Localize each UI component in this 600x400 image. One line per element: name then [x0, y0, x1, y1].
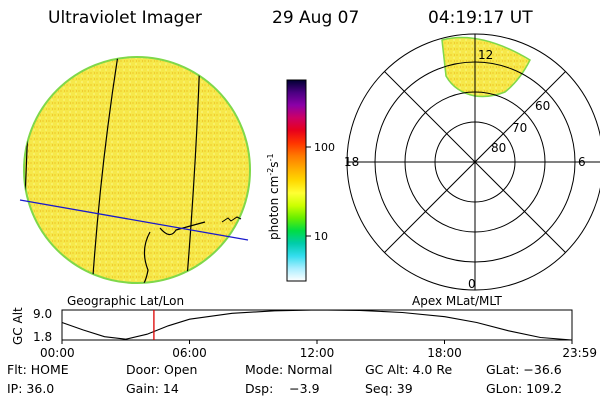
flight-status: Flt: HOME: [7, 362, 69, 377]
mode-status: Mode: Normal: [245, 362, 333, 377]
ytick-9: 9.0: [33, 307, 52, 321]
altitude-plot-frame: [61, 309, 573, 341]
colorbar-tick-label-10: 10: [314, 230, 328, 243]
mlt-label-0: 0: [468, 277, 476, 291]
colorbar: 100 10 photon cm-2s-1: [266, 79, 335, 282]
geo-longitude: GLon: 109.2: [486, 381, 562, 396]
mlt-label-18: 18: [344, 155, 359, 169]
polar-plot: 12 18 6 0 60 70 80: [344, 33, 600, 291]
mlat-label-80: 80: [491, 141, 506, 155]
instrument-title: Ultraviolet Imager: [48, 8, 202, 28]
dsp-value: Dsp: −3.9: [245, 381, 320, 396]
coastline-3: [221, 216, 242, 223]
geographic-image: [19, 56, 251, 284]
gc-altitude: GC Alt: 4.0 Re: [365, 362, 453, 377]
mlat-label-70: 70: [512, 121, 527, 135]
polar-diag-2: [384, 71, 566, 253]
time-label: 04:19:17 UT: [428, 8, 533, 28]
xtick-label: 18:00: [427, 346, 462, 360]
colorbar-rect: [286, 79, 307, 282]
colorbar-tick-label-100: 100: [314, 141, 335, 154]
mlat-label-60: 60: [535, 99, 550, 113]
geo-latitude: GLat: −36.6: [486, 362, 562, 377]
xtick-label: 00:00: [40, 346, 75, 360]
mlt-label-12: 12: [478, 48, 493, 62]
meridian-line-2: [91, 57, 119, 283]
altitude-xticks: 00:00 06:00 12:00 18:00 23:59: [40, 340, 597, 360]
xtick-label: 06:00: [172, 346, 207, 360]
ytick-1.8: 1.8: [33, 330, 52, 344]
geographic-caption: Geographic Lat/Lon: [67, 294, 184, 308]
door-status: Door: Open: [126, 362, 198, 377]
ip-value: IP: 36.0: [7, 381, 55, 396]
xtick-label: 23:59: [562, 346, 597, 360]
meridian-line-3: [185, 57, 201, 283]
colorbar-label: photon cm-2s-1: [266, 153, 281, 240]
xtick-label: 12:00: [300, 346, 335, 360]
sequence-number: Seq: 39: [365, 381, 413, 396]
altitude-curve: [61, 309, 573, 341]
uvi-disk-geographic: [23, 56, 251, 284]
mlt-label-6: 6: [578, 155, 586, 169]
auroral-region: [441, 36, 531, 98]
coastline-1: [139, 231, 151, 283]
apex-caption: Apex MLat/MLT: [412, 294, 502, 308]
altitude-ylabel: GC Alt: [11, 307, 25, 345]
gain-value: Gain: 14: [126, 381, 179, 396]
date-label: 29 Aug 07: [272, 8, 360, 28]
coastline-2: [159, 221, 206, 236]
altitude-plot: GC Alt 9.0 1.8 00:00 06:00 12:00 18:00 23:59: [11, 307, 597, 360]
equator-line: [19, 199, 249, 241]
